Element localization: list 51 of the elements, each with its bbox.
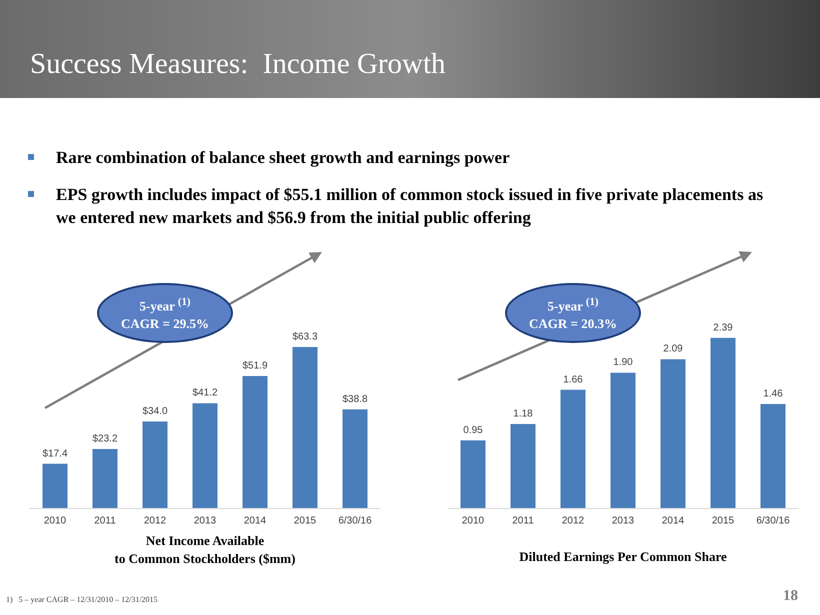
x-tick-label: 2010 [462,516,485,526]
bar [142,422,168,508]
bar [660,359,686,508]
data-label: $51.9 [242,360,268,372]
bar [460,440,486,508]
data-label: 2.09 [663,344,684,355]
bar [342,409,368,508]
bar [292,347,318,508]
bar [510,424,536,508]
bar [242,376,268,508]
x-tick-label: 6/30/16 [338,516,372,526]
data-label: 0.95 [463,424,484,436]
text: Rare combination of balance sheet growth and earnings power [56,147,510,169]
data-label: $38.8 [342,394,368,405]
x-tick-label: 2013 [194,516,217,526]
bar [710,338,736,508]
x-tick-label: 2015 [294,516,317,526]
text: 1) 5 – year CAGR – 12/31/2010 – 12/31/2015 [6,595,158,604]
x-tick-label: 2013 [612,516,635,526]
data-label: $34.0 [142,406,168,418]
x-tick-label: 2014 [662,516,685,526]
text: 18 [783,588,798,605]
bar [610,372,636,508]
bar [192,403,218,508]
x-tick-label: 2010 [44,516,67,526]
data-label: $41.2 [192,388,218,399]
data-label: $63.3 [292,332,318,343]
x-tick-label: 6/30/16 [756,516,790,526]
bar [42,464,68,508]
data-label: 1.18 [513,408,534,420]
bar [560,390,586,508]
chart-title: Success Measures: Income Growth [30,48,446,81]
bar [92,449,118,508]
x-tick-label: 2012 [562,516,585,526]
data-label: 2.39 [713,322,734,334]
data-label: 1.90 [613,357,634,368]
x-tick-label: 2011 [94,516,116,526]
data-label: $23.2 [92,434,118,445]
x-tick-label: 2014 [244,516,267,526]
data-label: 1.46 [763,388,784,400]
x-axis-title: Net Income Available to Common Stockholders ($mm) [114,532,296,568]
x-tick-label: 2012 [144,516,167,526]
data-label: $17.4 [42,448,68,460]
ellipse-badge: 5-year $^{(1)}$ CAGR = 20.3% [505,283,641,343]
text: EPS growth includes impact of $55.1 million of common stock issued in five private placements as we entered new markets and $56.9 from the initial public offering [56,184,764,229]
data-label: 1.66 [563,374,584,386]
ellipse-badge: 5-year $^{(1)}$ CAGR = 29.5% [97,283,233,343]
x-tick-label: 2011 [512,516,534,526]
x-tick-label: 2015 [712,516,735,526]
bar [760,404,786,508]
x-axis-title: Diluted Earnings Per Common Share [518,548,728,566]
